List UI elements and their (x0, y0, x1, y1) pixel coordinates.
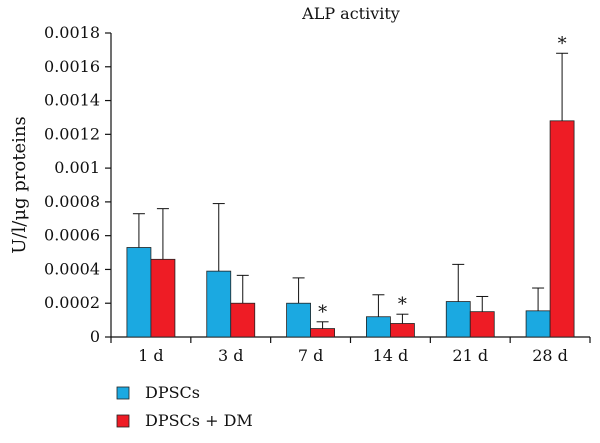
plot-area: 0 0.0002 0.0004 0.0006 0.0008 0.001 0.0012 0.00… (44, 23, 591, 365)
bar-dpscs-dm (310, 328, 335, 338)
y-tick-label: 0.0016 (44, 57, 100, 76)
legend-swatch-dpscs-dm (116, 414, 130, 428)
chart-title: ALP activity (301, 4, 400, 23)
y-tick-label: 0.0004 (44, 259, 100, 278)
bar-dpscs (525, 310, 551, 338)
x-tick-label: 3 d (218, 346, 244, 365)
legend-label: DPSCs + DM (145, 411, 253, 430)
y-tick-label: 0.0018 (44, 23, 100, 42)
bar-dpscs-dm (150, 258, 176, 338)
bar-dpscs-dm (549, 120, 575, 338)
legend-swatch-dpscs (116, 386, 130, 400)
bar-dpscs (206, 270, 232, 338)
x-tick-label: 21 d (452, 346, 488, 365)
y-tick-label: 0.0014 (44, 91, 100, 110)
bar-dpscs-dm (469, 311, 495, 338)
x-tick-label: 14 d (373, 346, 409, 365)
legend: DPSCs DPSCs + DM (116, 383, 253, 430)
y-tick-label: 0.0006 (44, 226, 100, 245)
significance-marker: * (558, 33, 567, 54)
bar-dpscs (286, 302, 311, 338)
y-tick-label: 0.001 (54, 158, 100, 177)
significance-marker: * (318, 302, 327, 323)
y-tick-label: 0.0002 (44, 293, 100, 312)
bar-dpscs-dm (390, 323, 415, 338)
y-tick-label: 0.0012 (44, 124, 100, 143)
bar-dpscs (366, 316, 391, 338)
y-tick-label: 0 (90, 327, 100, 346)
legend-label: DPSCs (145, 383, 200, 402)
significance-marker: * (398, 294, 407, 315)
x-tick-label: 28 d (532, 346, 568, 365)
x-tick-label: 1 d (138, 346, 164, 365)
bar-dpscs-dm (230, 302, 256, 338)
bar-dpscs (445, 301, 471, 338)
y-axis-label: U/l/μg proteins (9, 116, 30, 253)
y-tick-label: 0.0008 (44, 192, 100, 211)
x-tick-label: 7 d (298, 346, 324, 365)
bar-dpscs (126, 247, 152, 338)
